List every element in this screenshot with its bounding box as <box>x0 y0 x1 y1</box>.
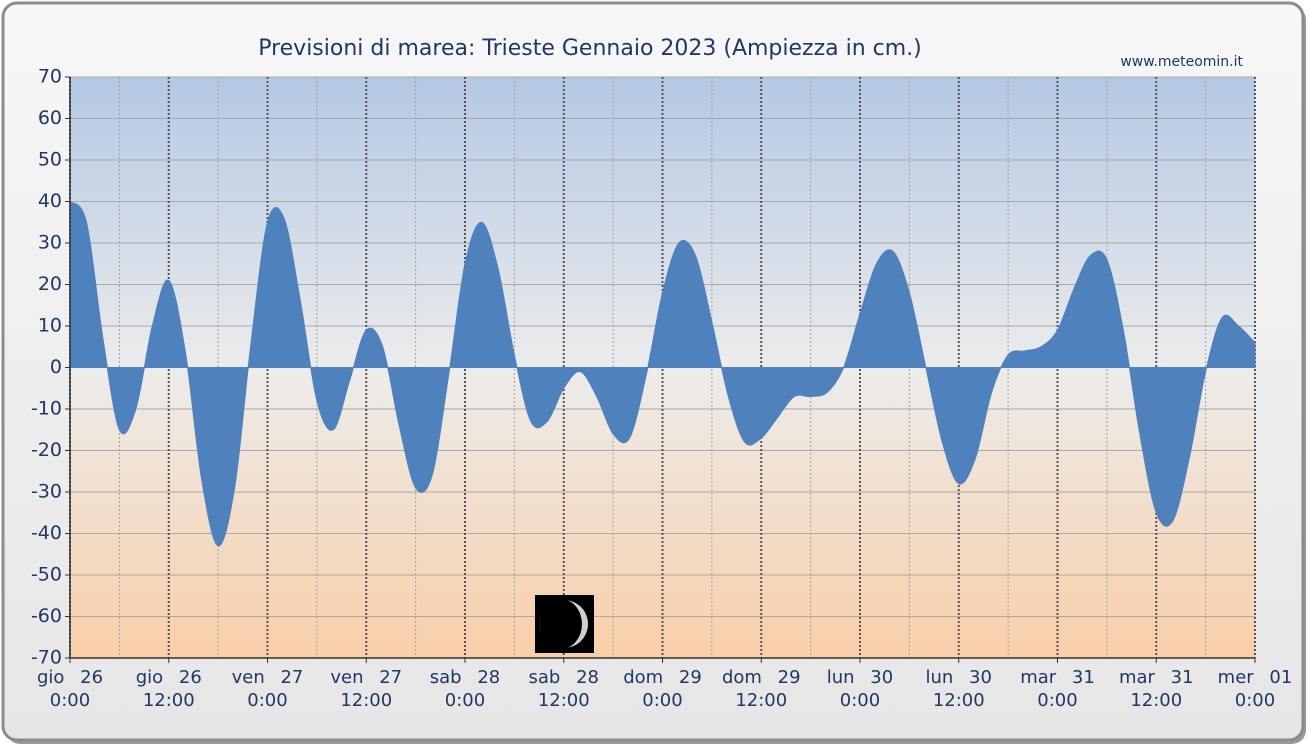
y-tick-label: 10 <box>38 315 62 337</box>
x-tick-label: ven 27 <box>330 667 402 688</box>
y-tick-label: 30 <box>38 232 62 254</box>
tide-area <box>69 200 1256 547</box>
x-tick-label: dom 29 <box>722 667 801 688</box>
x-tick-label: gio 26 <box>136 667 202 688</box>
x-tick-label: lun 30 <box>827 667 893 688</box>
marks <box>69 200 1256 547</box>
y-tick-label: 60 <box>38 107 62 129</box>
x-tick-label: dom 29 <box>623 667 702 688</box>
x-tick-label: sab 28 <box>529 667 599 688</box>
source: www.meteomin.it <box>1120 54 1243 70</box>
x-tick-label: 0:00 <box>642 690 682 711</box>
x-tick-label: 0:00 <box>445 690 485 711</box>
moon-icon <box>535 595 594 653</box>
chart-title: Previsioni di marea: Trieste Gennaio 202… <box>258 36 922 61</box>
y-tick-label: -60 <box>31 605 62 627</box>
x-tick-label: 0:00 <box>1037 690 1077 711</box>
x-tick-label: 0:00 <box>247 690 287 711</box>
x-tick-label: 12:00 <box>143 690 195 711</box>
x-tick-label: 0:00 <box>50 690 90 711</box>
x-tick-label: 12:00 <box>1130 690 1182 711</box>
x-tick-label: mar 31 <box>1119 667 1194 688</box>
x-tick-label: mer 01 <box>1218 667 1293 688</box>
grid <box>69 76 1256 659</box>
y-tick-label: -40 <box>31 522 62 544</box>
x-tick-label: 0:00 <box>840 690 880 711</box>
x-tick-label: 12:00 <box>933 690 985 711</box>
y-tick-label: 50 <box>38 149 62 171</box>
x-tick-label: 12:00 <box>735 690 787 711</box>
x-tick-label: 12:00 <box>340 690 392 711</box>
x-tick-label: ven 27 <box>232 667 304 688</box>
x-tick-label: lun 30 <box>926 667 992 688</box>
y-tick-label: -50 <box>31 564 62 586</box>
y-tick-label: 40 <box>38 190 62 212</box>
y-tick-label: -20 <box>31 439 62 461</box>
y-tick-label: 20 <box>38 273 62 295</box>
y-tick-label: -10 <box>31 398 62 420</box>
y-tick-label: 0 <box>50 356 62 378</box>
y-tick-label: -70 <box>31 647 62 669</box>
moon-shadow <box>540 599 582 649</box>
x-tick-label: gio 26 <box>37 667 103 688</box>
x-tick-label: sab 28 <box>430 667 500 688</box>
y-tick-label: -30 <box>31 481 62 503</box>
x-tick-label: 12:00 <box>538 690 590 711</box>
x-tick-label: 0:00 <box>1235 690 1275 711</box>
y-tick-label: 70 <box>38 66 62 88</box>
x-tick-label: mar 31 <box>1020 667 1095 688</box>
